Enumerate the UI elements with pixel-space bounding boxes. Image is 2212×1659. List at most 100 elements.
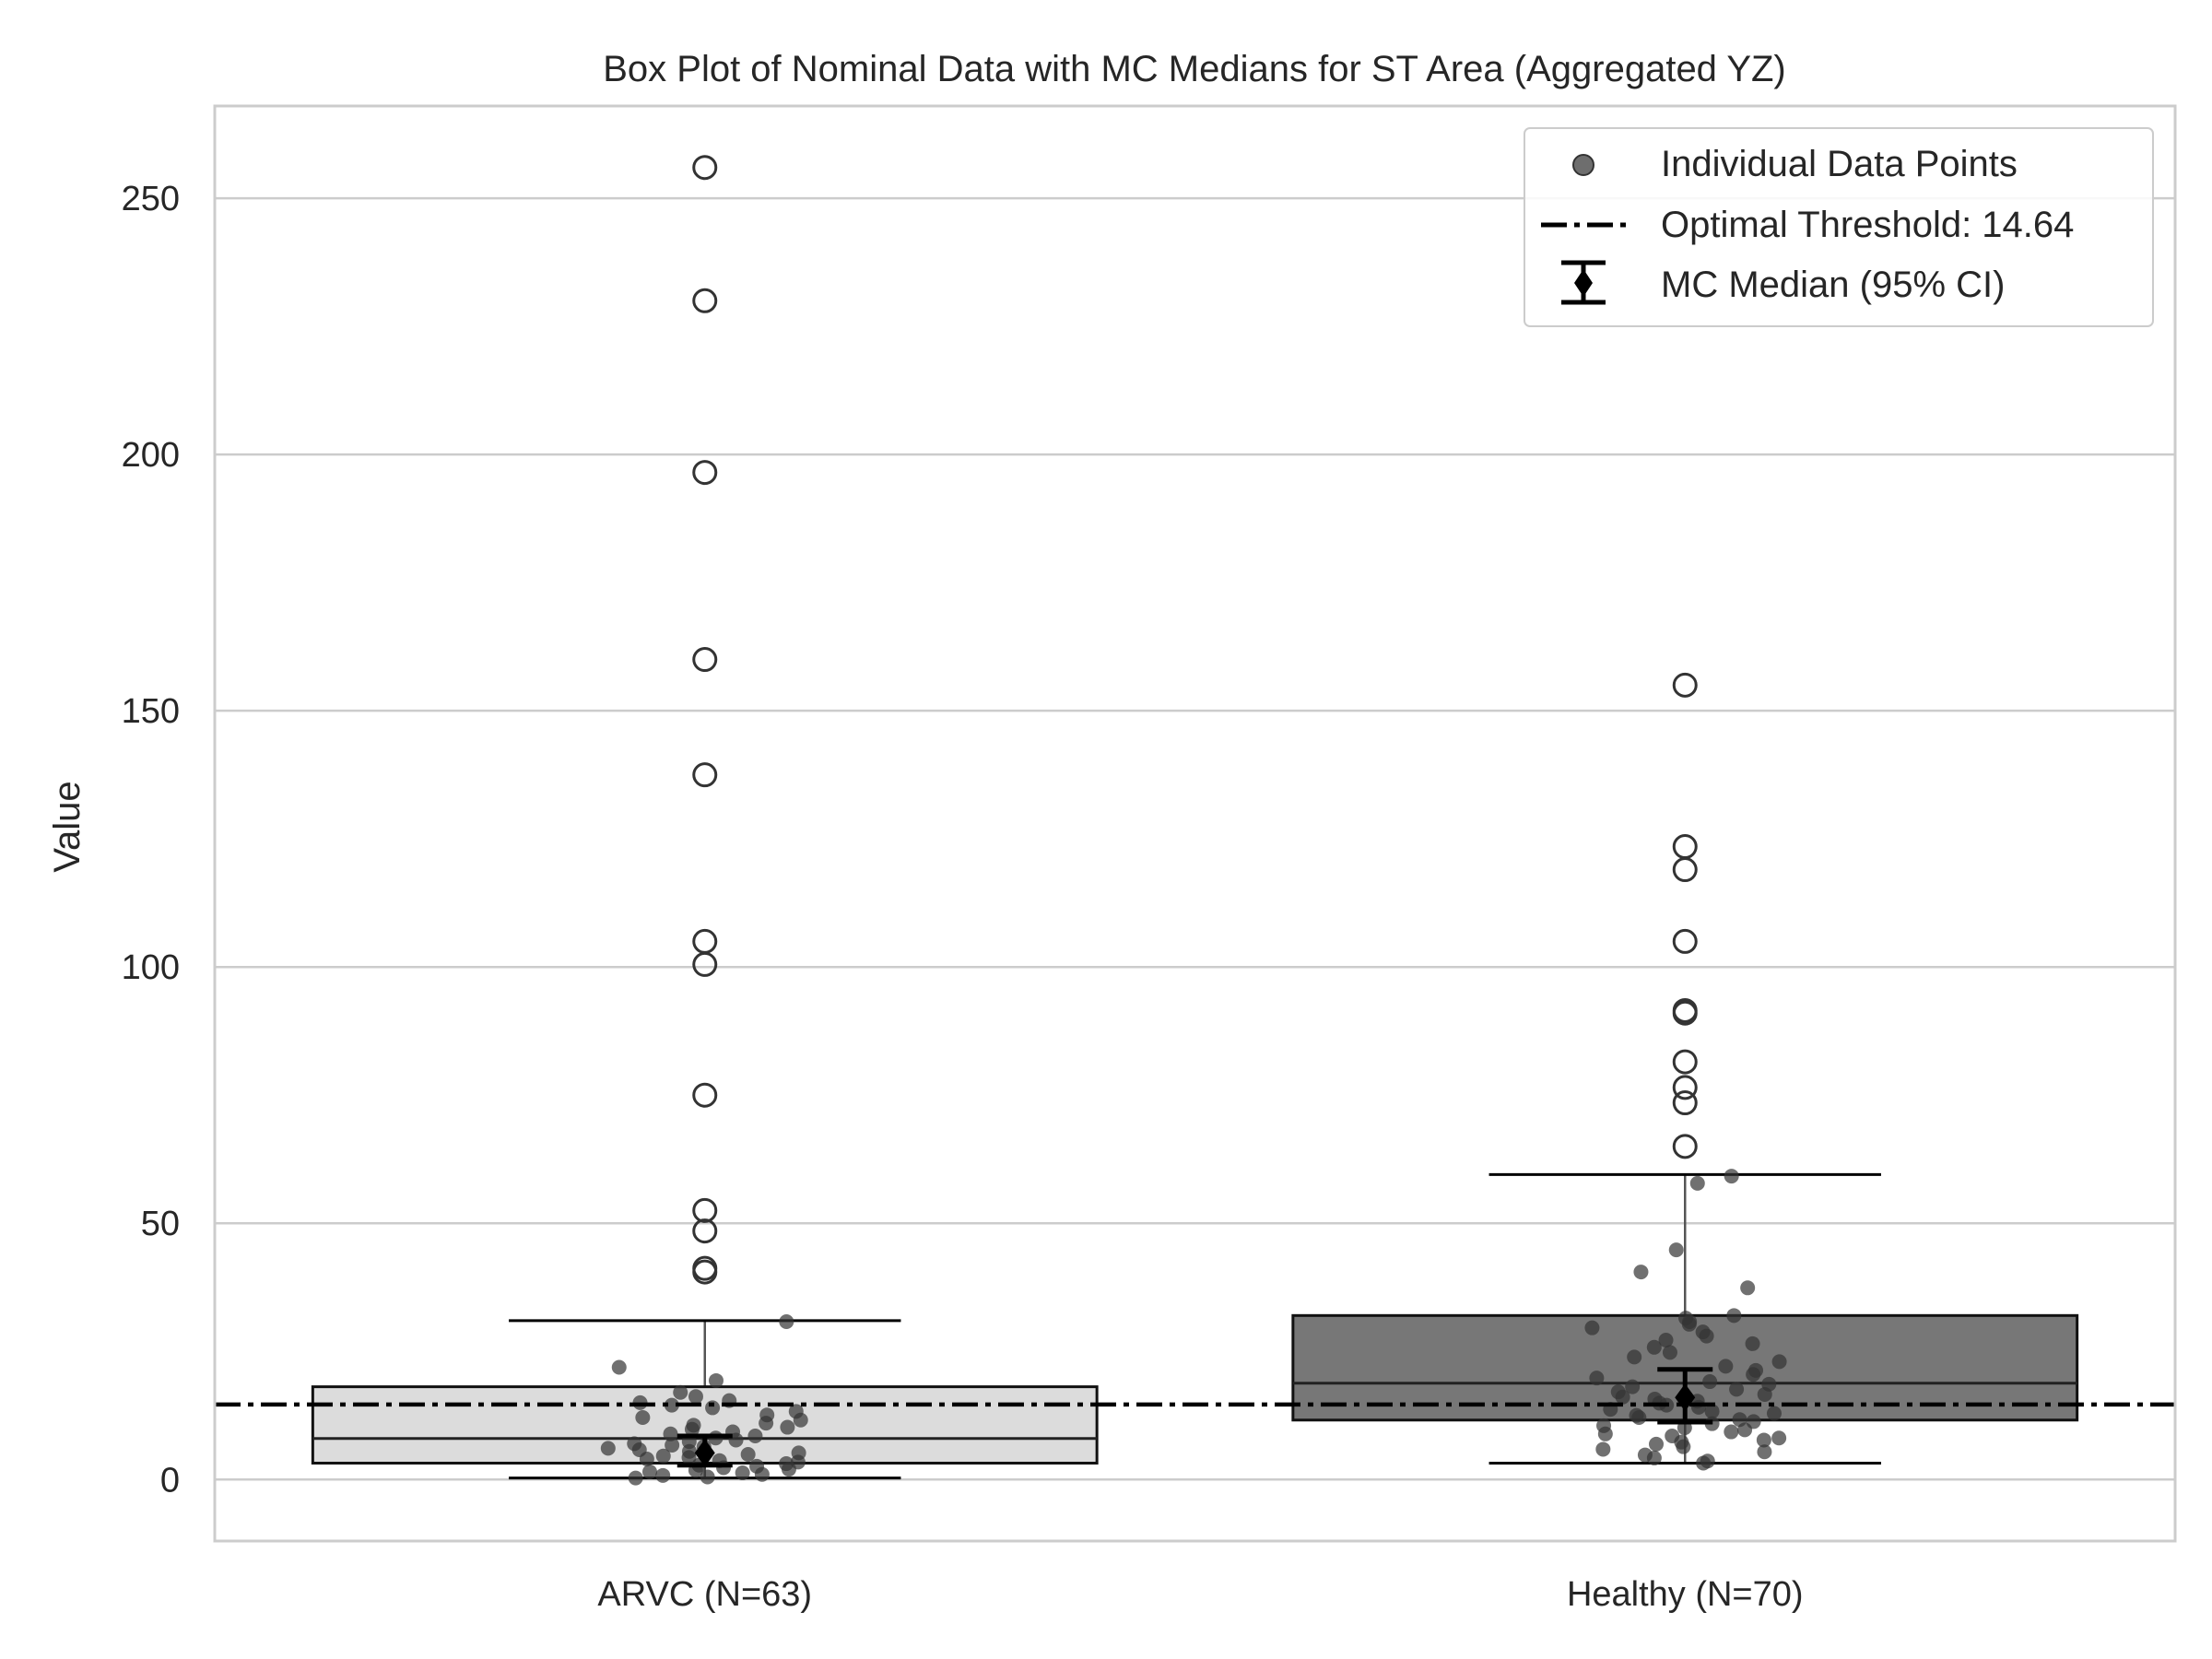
group-2-point-59 xyxy=(1696,1455,1712,1471)
group-2-point-3 xyxy=(1668,1242,1684,1258)
group-2-point-36 xyxy=(1704,1404,1720,1419)
y-tick-label-150: 150 xyxy=(122,692,180,731)
group-2-point-6 xyxy=(1726,1308,1742,1324)
group-2-point-13 xyxy=(1658,1333,1674,1348)
group-1-point-14 xyxy=(759,1416,774,1431)
group-1-point-40 xyxy=(716,1460,732,1476)
group-1-outlier-5 xyxy=(692,762,718,788)
group-2-point-55 xyxy=(1757,1444,1772,1460)
group-2-point-39 xyxy=(1631,1409,1647,1425)
group-1-point-32 xyxy=(655,1448,671,1464)
group-1-point-4 xyxy=(673,1384,688,1400)
group-1-point-3 xyxy=(708,1372,724,1388)
group-1-point-5 xyxy=(688,1389,703,1405)
group-2-point-14 xyxy=(1745,1335,1760,1351)
group-1-outlier-1 xyxy=(692,155,718,181)
group-2-point-49 xyxy=(1771,1430,1787,1446)
x-tick-label-group-1: ARVC (N=63) xyxy=(597,1575,812,1614)
group-2-mc-median-marker xyxy=(1675,1383,1696,1412)
group-1-point-31 xyxy=(740,1447,756,1463)
group-1-outlier-3 xyxy=(692,460,718,486)
plot-frame xyxy=(213,104,2177,1543)
group-2-outlier-10 xyxy=(1672,1134,1698,1159)
group-2-point-19 xyxy=(1718,1359,1734,1374)
group-1-point-2 xyxy=(611,1359,627,1375)
group-2-point-18 xyxy=(1771,1354,1787,1370)
group-1-outlier-9 xyxy=(692,1197,718,1223)
group-1-point-20 xyxy=(747,1429,763,1444)
group-2-point-26 xyxy=(1729,1382,1745,1397)
group-2-point-47 xyxy=(1597,1426,1613,1441)
group-1-outlier-2 xyxy=(692,288,718,313)
group-1-outlier-8 xyxy=(692,1082,718,1108)
y-axis-label: Value xyxy=(47,781,88,872)
group-2-outlier-9 xyxy=(1672,1090,1698,1116)
legend-box xyxy=(1524,127,2154,327)
x-tick-label-group-2: Healthy (N=70) xyxy=(1567,1575,1804,1614)
group-1-outlier-10 xyxy=(692,1218,718,1244)
group-2-outlier-1 xyxy=(1672,672,1698,698)
group-2-point-25 xyxy=(1625,1379,1641,1394)
group-2-point-46 xyxy=(1724,1424,1739,1440)
y-tick-labels: 0 50 100 150 200 250 xyxy=(122,180,180,1500)
group-2-point-50 xyxy=(1756,1432,1771,1448)
group-1-point-25 xyxy=(665,1438,680,1453)
group-2-outlier-6 xyxy=(1672,1000,1698,1026)
chart-title: Box Plot of Nominal Data with MC Medians… xyxy=(603,49,1786,89)
legend-mc-marker xyxy=(1561,260,1606,305)
group-1-outlier-4 xyxy=(692,647,718,673)
group-1-point-44 xyxy=(735,1465,750,1481)
y-tick-label-100: 100 xyxy=(122,948,180,987)
group-2-point-23 xyxy=(1702,1374,1718,1390)
y-tick-label-50: 50 xyxy=(141,1205,180,1243)
group-2-point-54 xyxy=(1595,1441,1611,1457)
group-2-outlier-3 xyxy=(1672,857,1698,883)
group-2-point-28 xyxy=(1757,1386,1772,1402)
group-2-point-9 xyxy=(1681,1316,1697,1332)
group-2-point-57 xyxy=(1646,1450,1662,1465)
group-2-point-12 xyxy=(1699,1328,1714,1344)
group-1-point-17 xyxy=(684,1421,700,1437)
x-tick-labels: ARVC (N=63) Healthy (N=70) xyxy=(597,1575,1803,1614)
group-1-point-41 xyxy=(781,1462,796,1477)
group-1-point-1 xyxy=(779,1314,794,1330)
group-2-point-29 xyxy=(1615,1389,1630,1405)
group-1-mc-median-marker xyxy=(694,1439,715,1467)
group-2-point-4 xyxy=(1633,1265,1649,1280)
group-2-point-34 xyxy=(1690,1399,1706,1415)
group-2-point-22 xyxy=(1589,1371,1605,1386)
group-2-point-17 xyxy=(1627,1349,1642,1365)
group-2-outlier-7 xyxy=(1672,1049,1698,1075)
legend-threshold-label: Optimal Threshold: 14.64 xyxy=(1661,205,2074,245)
group-1-point-33 xyxy=(681,1450,697,1465)
legend-points-label: Individual Data Points xyxy=(1661,144,2018,184)
group-2-point-1 xyxy=(1724,1169,1739,1184)
group-2-point-16 xyxy=(1662,1345,1677,1360)
group-2-point-21 xyxy=(1746,1367,1761,1382)
group-1-point-43 xyxy=(641,1464,657,1479)
group-1-point-48 xyxy=(628,1470,643,1486)
group-2-point-2 xyxy=(1689,1175,1705,1191)
group-2-point-52 xyxy=(1649,1436,1665,1452)
group-1-point-45 xyxy=(754,1466,770,1482)
y-tick-label-0: 0 xyxy=(160,1461,180,1500)
group-1-outlier-12 xyxy=(692,1259,718,1285)
group-1-point-34 xyxy=(639,1452,654,1467)
group-1-point-27 xyxy=(600,1441,616,1456)
group-1-point-13 xyxy=(793,1412,808,1428)
group-2-point-45 xyxy=(1737,1422,1753,1438)
y-tick-label-200: 200 xyxy=(122,436,180,475)
group-2-point-10 xyxy=(1584,1320,1600,1335)
group-1-point-19 xyxy=(663,1426,678,1441)
group-1-point-46 xyxy=(655,1467,671,1483)
legend-mc-label: MC Median (95% CI) xyxy=(1661,265,2005,305)
group-1-point-47 xyxy=(700,1469,715,1485)
group-1-point-12 xyxy=(635,1409,651,1425)
group-2-outlier-4 xyxy=(1672,928,1698,954)
group-2-outlier-8 xyxy=(1672,1075,1698,1100)
group-2-point-15 xyxy=(1646,1339,1662,1355)
group-2-point-37 xyxy=(1766,1406,1782,1421)
legend-points-marker xyxy=(1572,154,1594,176)
legend: Individual Data Points Optimal Threshold… xyxy=(1524,127,2154,327)
